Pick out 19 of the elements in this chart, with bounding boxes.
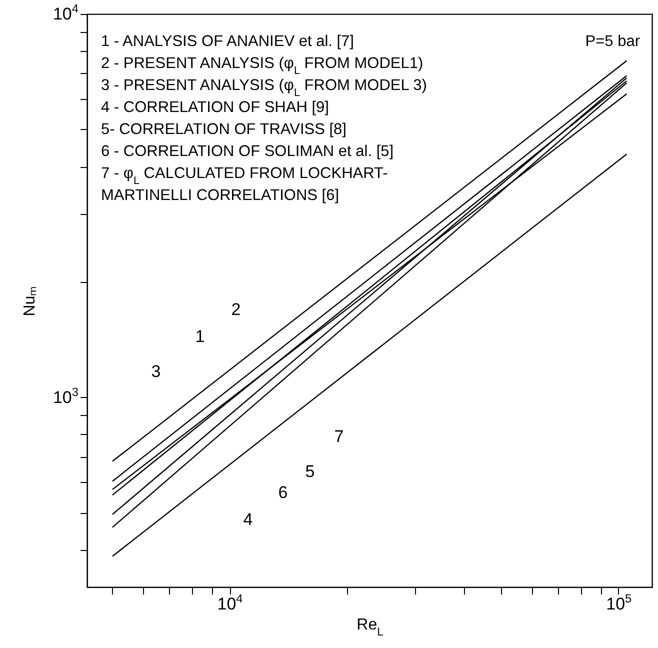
annotation: 2 - PRESENT ANALYSIS (φ$_{L}$ FROM MODEL1) <box>101 55 424 77</box>
annotation: 6 - CORRELATION OF SOLIMAN et al. [5] <box>101 143 394 160</box>
x-tick-label: 10$^{5}$ <box>606 592 632 614</box>
x-axis-title: Re$_{L}$ <box>356 616 384 638</box>
annotation: 7 - φ$_{L}$ CALCULATED FROM LOCKHART- MARTINELLI CORRELATIONS [6] <box>101 165 388 204</box>
annotation: 5- CORRELATION OF TRAVISS [8] <box>101 121 346 138</box>
annotation: 4 <box>243 510 253 529</box>
annotation: 7 <box>334 427 344 446</box>
y-axis-title: Nuₘ <box>22 286 38 316</box>
annotation: P=5 bar <box>585 33 640 50</box>
annotation: 3 <box>151 362 161 381</box>
annotation: 5 <box>305 462 315 481</box>
annotation: 1 - ANALYSIS OF ANANIEV et al. [7] <box>101 33 354 50</box>
annotation: 3 - PRESENT ANALYSIS (φ$_{L}$ FROM MODEL 3) <box>101 77 427 99</box>
annotation: 2 <box>231 300 241 319</box>
annotation: 1 <box>195 327 205 346</box>
y-tick-label: 10$^{3}$ <box>52 384 79 407</box>
annotation: 4 - CORRELATION OF SHAH [9] <box>101 99 329 116</box>
annotation: 6 <box>278 483 288 502</box>
